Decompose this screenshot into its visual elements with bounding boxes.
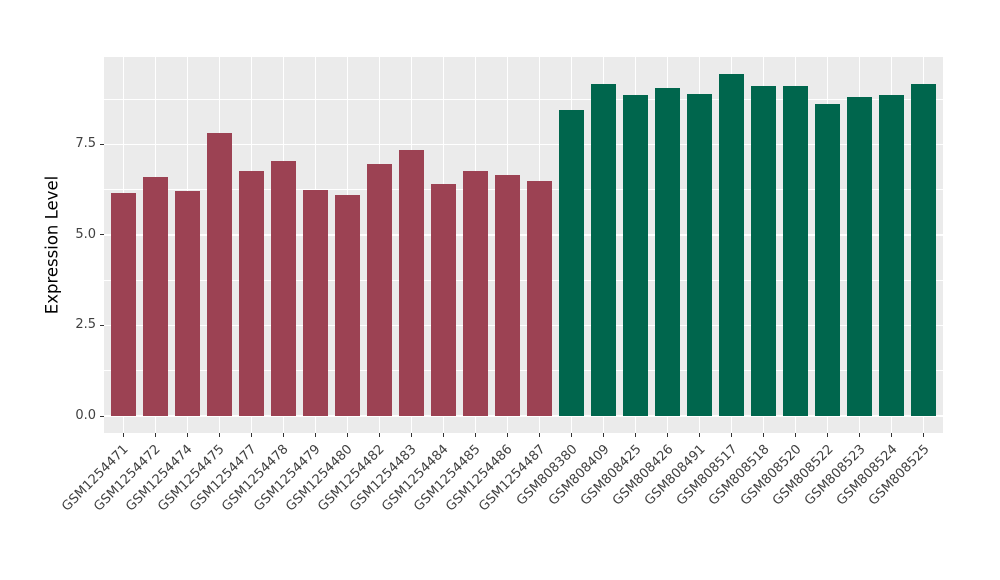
x-tick-mark bbox=[731, 433, 733, 437]
bar-GSM808517 bbox=[719, 73, 745, 416]
x-tick-mark bbox=[410, 433, 412, 437]
x-tick-mark bbox=[474, 433, 476, 437]
y-tick-label: 2.5 bbox=[75, 317, 96, 333]
bar-GSM1254484 bbox=[430, 184, 456, 416]
bar-GSM808522 bbox=[815, 104, 841, 416]
minor-gridline-y bbox=[104, 98, 943, 100]
x-tick-mark bbox=[314, 433, 316, 437]
major-gridline-y bbox=[104, 415, 943, 417]
bar-GSM1254475 bbox=[206, 133, 232, 416]
major-gridline-y bbox=[104, 143, 943, 145]
x-tick-mark bbox=[186, 433, 188, 437]
bar-GSM1254483 bbox=[398, 149, 424, 416]
bar-GSM808525 bbox=[911, 84, 937, 416]
y-tick-mark bbox=[100, 324, 104, 326]
x-tick-mark bbox=[378, 433, 380, 437]
major-gridline-y bbox=[104, 324, 943, 327]
bar-GSM808518 bbox=[751, 86, 777, 416]
minor-gridline-y bbox=[104, 279, 943, 281]
bar-GSM808523 bbox=[847, 97, 873, 416]
x-tick-mark bbox=[859, 433, 861, 437]
bar-GSM1254487 bbox=[527, 180, 552, 416]
bar-GSM1254486 bbox=[494, 175, 520, 416]
x-tick-mark bbox=[218, 433, 220, 437]
x-tick-mark bbox=[346, 433, 348, 437]
bar-GSM1254474 bbox=[174, 191, 200, 416]
x-tick-mark bbox=[827, 433, 829, 437]
minor-gridline-y bbox=[104, 370, 943, 372]
x-tick-mark bbox=[795, 433, 797, 437]
y-tick-label: 7.5 bbox=[75, 136, 96, 152]
x-tick-mark bbox=[923, 433, 925, 437]
x-tick-mark bbox=[282, 433, 284, 437]
x-tick-mark bbox=[506, 433, 508, 437]
bar-GSM1254485 bbox=[462, 171, 488, 416]
x-tick-mark bbox=[603, 433, 605, 437]
bar-GSM1254480 bbox=[334, 194, 360, 416]
plot-panel bbox=[104, 57, 943, 433]
bar-GSM808426 bbox=[655, 88, 681, 416]
x-tick-mark bbox=[154, 433, 156, 437]
bar-GSM1254482 bbox=[366, 164, 392, 416]
y-tick-label: 5.0 bbox=[75, 226, 96, 242]
y-tick-mark bbox=[100, 143, 104, 145]
bar-GSM1254478 bbox=[270, 160, 296, 416]
bar-GSM808491 bbox=[687, 93, 713, 416]
y-tick-mark bbox=[100, 234, 104, 236]
y-tick-label: 0.0 bbox=[75, 408, 96, 423]
bar-GSM1254477 bbox=[238, 171, 264, 416]
x-tick-mark bbox=[442, 433, 444, 437]
y-axis-title: Expression Level bbox=[42, 175, 62, 315]
x-tick-mark bbox=[571, 433, 573, 437]
y-tick-mark bbox=[100, 415, 104, 417]
x-tick-mark bbox=[122, 433, 124, 437]
bar-GSM808425 bbox=[623, 95, 649, 416]
bar-GSM808409 bbox=[591, 84, 617, 416]
x-tick-mark bbox=[539, 433, 540, 437]
x-tick-mark bbox=[250, 433, 252, 437]
bar-GSM808380 bbox=[559, 109, 585, 416]
x-tick-mark bbox=[699, 433, 701, 437]
bar-GSM1254479 bbox=[302, 189, 328, 416]
bar-GSM808520 bbox=[783, 86, 809, 416]
major-gridline-y bbox=[104, 234, 943, 236]
bar-GSM1254471 bbox=[110, 193, 136, 416]
x-tick-mark bbox=[635, 433, 637, 437]
x-tick-mark bbox=[763, 433, 765, 437]
x-tick-mark bbox=[891, 433, 893, 437]
x-tick-mark bbox=[667, 433, 669, 437]
bar-GSM1254472 bbox=[142, 176, 168, 416]
bar-GSM808524 bbox=[879, 95, 905, 416]
minor-gridline-y bbox=[104, 189, 943, 190]
